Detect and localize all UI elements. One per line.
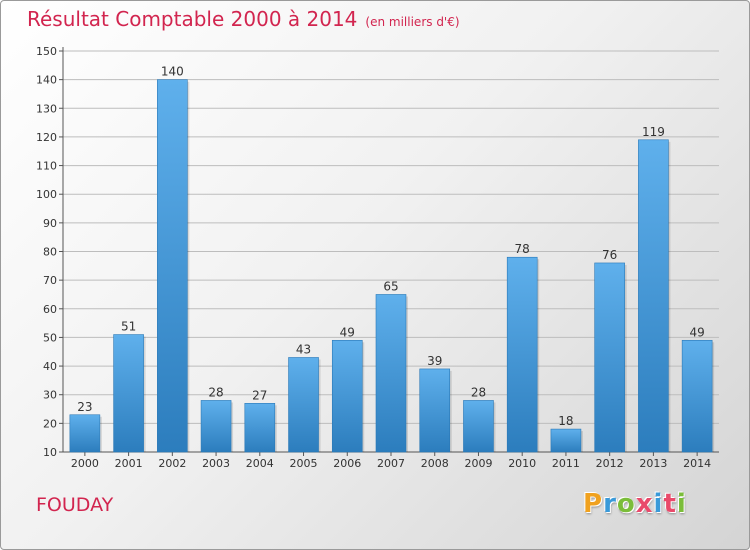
data-label: 65 — [383, 279, 398, 293]
data-label: 18 — [558, 414, 573, 428]
bar-2000 — [69, 414, 101, 453]
y-tick-label: 140 — [36, 74, 57, 87]
x-tick-label: 2011 — [552, 457, 580, 470]
bar-2010 — [506, 256, 538, 453]
data-label: 28 — [471, 385, 486, 399]
data-label: 28 — [208, 385, 223, 399]
data-label: 39 — [427, 354, 442, 368]
y-tick-label: 130 — [36, 102, 57, 115]
data-labels: 23 51 140 28 27 43 49 65 39 28 78 18 76 119 49 — [77, 65, 705, 428]
data-label: 51 — [121, 320, 136, 334]
x-tick-label: 2010 — [508, 457, 536, 470]
y-tick-label: 90 — [43, 217, 57, 230]
data-label: 78 — [515, 242, 530, 256]
bar-2007 — [375, 294, 407, 453]
bar-2014 — [681, 339, 713, 453]
bar-2001 — [113, 334, 144, 453]
y-tick-label: 80 — [43, 246, 57, 259]
y-tick-label: 20 — [43, 417, 57, 430]
data-label: 27 — [252, 388, 267, 402]
x-tick-label: 2006 — [333, 457, 361, 470]
bar-2009 — [463, 400, 494, 453]
x-tick-label: 2003 — [202, 457, 230, 470]
y-tick-label: 120 — [36, 131, 57, 144]
proxiti-logo: Proxiti — [583, 489, 687, 519]
bar-2006 — [331, 339, 363, 453]
y-tick-label: 110 — [36, 160, 57, 173]
x-tick-label: 2001 — [115, 457, 143, 470]
data-label: 23 — [77, 400, 92, 414]
x-tick-label: 2012 — [596, 457, 624, 470]
data-label: 49 — [689, 325, 704, 339]
x-tick-label: 2004 — [246, 457, 274, 470]
bar-2011 — [550, 428, 582, 453]
y-tick-label: 10 — [43, 446, 57, 459]
data-label: 76 — [602, 248, 617, 262]
bar-2008 — [419, 368, 451, 453]
bar-2013 — [638, 139, 669, 453]
bar-2012 — [594, 262, 625, 453]
x-tick-label: 2002 — [158, 457, 186, 470]
x-tick-label: 2007 — [377, 457, 405, 470]
y-tick-label: 100 — [36, 188, 57, 201]
data-label: 119 — [642, 125, 665, 139]
y-tick-label: 30 — [43, 389, 57, 402]
bar-2005 — [288, 357, 319, 453]
town-name: FOUDAY — [36, 494, 114, 516]
chart-title: Résultat Comptable 2000 à 2014 (en millie… — [27, 7, 460, 31]
x-tick-label: 2014 — [683, 457, 711, 470]
x-tick-label: 2013 — [639, 457, 667, 470]
x-tick-label: 2000 — [71, 457, 99, 470]
y-tick-label: 60 — [43, 303, 57, 316]
bar-2003 — [200, 400, 232, 453]
bar-2002 — [157, 79, 188, 453]
y-tick-label: 50 — [43, 331, 57, 344]
x-tick-label: 2008 — [421, 457, 449, 470]
chart-title-text: Résultat Comptable 2000 à 2014 — [27, 7, 358, 31]
chart-unit-note: (en milliers d'€) — [365, 15, 460, 29]
data-label: 49 — [340, 325, 355, 339]
x-tick-label: 2005 — [290, 457, 318, 470]
y-tick-label: 150 — [36, 45, 57, 58]
y-tick-label: 70 — [43, 274, 57, 287]
bar-2004 — [244, 403, 276, 453]
y-tick-label: 40 — [43, 360, 57, 373]
bars — [69, 79, 715, 453]
x-tick-label: 2009 — [464, 457, 492, 470]
data-label: 43 — [296, 342, 311, 356]
data-label: 140 — [161, 65, 184, 79]
